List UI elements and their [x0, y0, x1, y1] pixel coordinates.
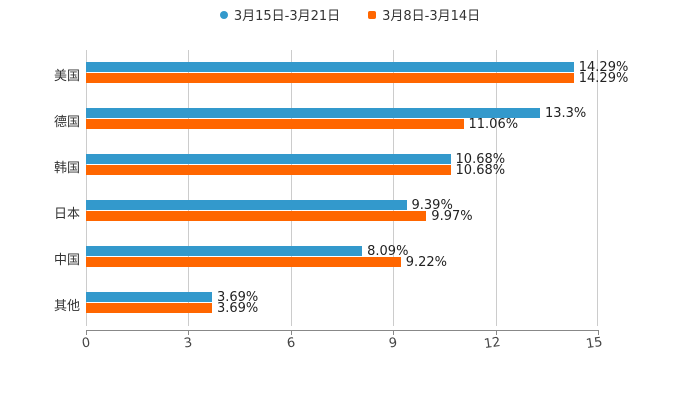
x-tick [290, 330, 292, 335]
legend-label: 3月8日-3月14日 [382, 9, 481, 24]
legend-item-series-1[interactable]: 3月15日-3月21日 [219, 5, 341, 24]
category-label: 其他 [53, 299, 80, 314]
data-label: 11.06% [468, 117, 519, 132]
x-tick-label: 6 [285, 335, 297, 352]
legend-marker-icon [368, 10, 377, 19]
x-tick-label: 0 [80, 335, 92, 352]
data-label: 3.69% [216, 301, 259, 316]
bar[interactable] [86, 292, 212, 302]
bar[interactable] [86, 246, 363, 256]
legend-marker-icon [219, 10, 228, 19]
category-label: 日本 [53, 207, 80, 222]
x-tick-label: 12 [482, 334, 502, 353]
category-label: 中国 [53, 253, 80, 268]
bar[interactable] [86, 165, 451, 175]
gridline [496, 50, 497, 326]
bar[interactable] [86, 257, 401, 267]
category-label: 美国 [53, 69, 80, 84]
legend-label: 3月15日-3月21日 [233, 9, 341, 24]
x-tick [188, 330, 190, 335]
gridline [291, 50, 292, 326]
bar[interactable] [86, 62, 574, 72]
bar[interactable] [86, 73, 574, 83]
bar[interactable] [86, 154, 451, 164]
x-tick [598, 330, 599, 335]
legend-item-series-2[interactable]: 3月8日-3月14日 [368, 5, 480, 24]
data-label: 3.69% [216, 290, 259, 305]
gridline [393, 50, 394, 326]
bar[interactable] [86, 200, 407, 210]
data-label: 9.22% [405, 255, 448, 270]
bar[interactable] [86, 211, 427, 221]
data-label: 13.3% [544, 106, 587, 121]
chart-legend: 3月15日-3月21日 3月8日-3月14日 [0, 5, 700, 24]
x-axis [86, 330, 599, 331]
data-label: 14.29% [578, 60, 629, 75]
category-label: 韩国 [53, 161, 80, 176]
x-tick-label: 3 [183, 335, 194, 352]
bar[interactable] [86, 119, 464, 129]
gridline [86, 50, 87, 326]
x-tick [393, 330, 395, 335]
x-tick-label: 9 [388, 335, 399, 352]
gridline [188, 50, 189, 326]
x-tick [86, 330, 87, 335]
data-label: 9.97% [431, 209, 473, 224]
bar[interactable] [86, 303, 212, 313]
gridline [597, 50, 598, 326]
data-label: 9.39% [411, 198, 453, 213]
data-label: 8.09% [367, 244, 409, 259]
plot-area [86, 50, 598, 326]
data-label: 14.29% [578, 71, 629, 86]
x-tick-label: 15 [585, 334, 604, 353]
data-label: 10.68% [455, 163, 506, 178]
x-tick [495, 330, 497, 335]
data-label: 10.68% [455, 152, 506, 167]
category-label: 德国 [53, 115, 80, 130]
bar[interactable] [86, 108, 540, 118]
